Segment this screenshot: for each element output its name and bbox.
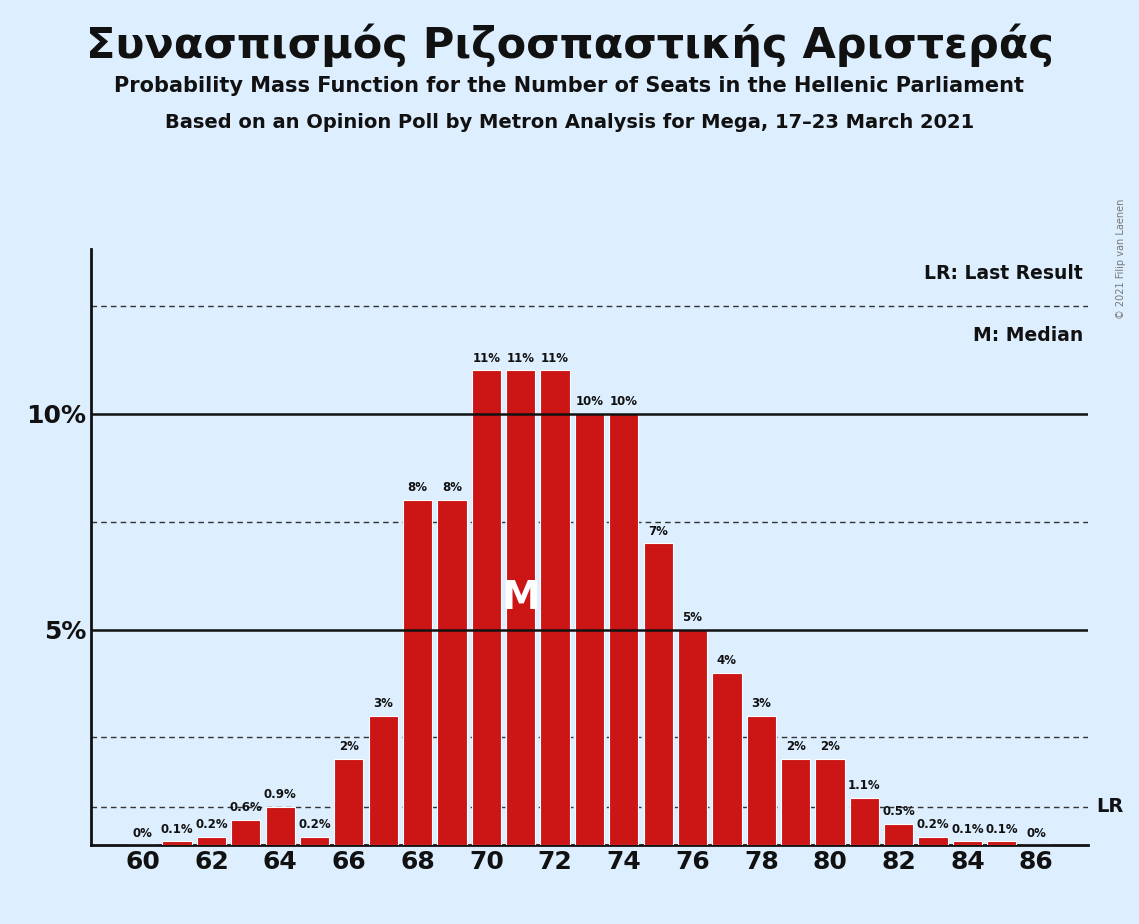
- Text: Based on an Opinion Poll by Metron Analysis for Mega, 17–23 March 2021: Based on an Opinion Poll by Metron Analy…: [165, 113, 974, 132]
- Text: 11%: 11%: [541, 352, 570, 365]
- Bar: [678, 629, 707, 845]
- Bar: [747, 716, 776, 845]
- Bar: [609, 414, 638, 845]
- Text: 0.2%: 0.2%: [917, 819, 950, 832]
- Bar: [575, 414, 604, 845]
- Bar: [988, 841, 1016, 845]
- Text: © 2021 Filip van Laenen: © 2021 Filip van Laenen: [1116, 199, 1125, 319]
- Text: 0.1%: 0.1%: [985, 822, 1018, 835]
- Text: 0.1%: 0.1%: [161, 822, 194, 835]
- Text: 10%: 10%: [575, 395, 604, 408]
- Text: 3%: 3%: [374, 698, 393, 711]
- Bar: [265, 807, 295, 845]
- Text: 0.9%: 0.9%: [264, 788, 296, 801]
- Text: 0.2%: 0.2%: [195, 819, 228, 832]
- Text: 3%: 3%: [752, 698, 771, 711]
- Text: 4%: 4%: [716, 654, 737, 667]
- Text: 0%: 0%: [133, 827, 153, 840]
- Text: 2%: 2%: [786, 740, 805, 753]
- Bar: [334, 760, 363, 845]
- Text: LR: LR: [1096, 797, 1123, 816]
- Text: 11%: 11%: [507, 352, 534, 365]
- Bar: [437, 500, 467, 845]
- Text: 0.6%: 0.6%: [229, 801, 262, 814]
- Bar: [781, 760, 810, 845]
- Bar: [850, 798, 879, 845]
- Text: 8%: 8%: [442, 481, 462, 494]
- Bar: [369, 716, 398, 845]
- Text: 5%: 5%: [682, 611, 703, 624]
- Text: 0.2%: 0.2%: [298, 819, 330, 832]
- Text: 0.1%: 0.1%: [951, 822, 984, 835]
- Text: 2%: 2%: [339, 740, 359, 753]
- Bar: [300, 837, 329, 845]
- Bar: [163, 841, 191, 845]
- Bar: [506, 371, 535, 845]
- Text: 1.1%: 1.1%: [849, 779, 880, 793]
- Bar: [816, 760, 845, 845]
- Text: 8%: 8%: [408, 481, 427, 494]
- Text: LR: Last Result: LR: Last Result: [924, 264, 1083, 284]
- Bar: [472, 371, 501, 845]
- Text: 2%: 2%: [820, 740, 839, 753]
- Bar: [712, 673, 741, 845]
- Bar: [541, 371, 570, 845]
- Text: Συνασπισμός Ριζοσπαστικής Αριστεράς: Συνασπισμός Ριζοσπαστικής Αριστεράς: [85, 23, 1054, 67]
- Text: 7%: 7%: [648, 525, 669, 538]
- Bar: [884, 824, 913, 845]
- Text: M: M: [501, 579, 540, 617]
- Text: 0%: 0%: [1026, 827, 1046, 840]
- Bar: [403, 500, 432, 845]
- Text: 10%: 10%: [609, 395, 638, 408]
- Bar: [197, 837, 226, 845]
- Text: Probability Mass Function for the Number of Seats in the Hellenic Parliament: Probability Mass Function for the Number…: [115, 76, 1024, 96]
- Bar: [953, 841, 982, 845]
- Text: M: Median: M: Median: [973, 326, 1083, 345]
- Text: 11%: 11%: [473, 352, 500, 365]
- Bar: [644, 543, 673, 845]
- Bar: [918, 837, 948, 845]
- Bar: [231, 820, 261, 845]
- Text: 0.5%: 0.5%: [883, 805, 915, 819]
